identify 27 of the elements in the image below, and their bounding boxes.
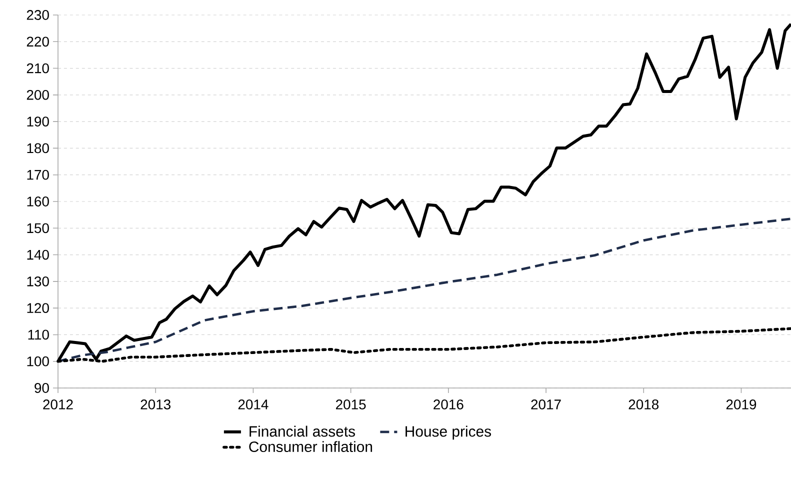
y-tick-label: 90 [34,383,49,393]
x-tick-label: 2017 [531,400,561,410]
x-tick-label: 2018 [628,400,659,410]
y-tick-label: 180 [27,143,49,154]
x-tick-label: 2012 [43,400,73,410]
y-tick-label: 130 [27,276,49,286]
legend-label: Consumer inflation [249,441,372,452]
legend-label: Financial assets [250,426,355,437]
y-tick-label: 190 [27,116,49,127]
y-tick-label: 220 [26,36,49,47]
y-tick-label: 170 [27,170,49,180]
x-tick-label: 2016 [434,400,464,410]
y-tick-label: 140 [27,250,49,260]
y-tick-label: 200 [26,90,49,100]
x-tick-label: 2019 [726,400,756,410]
legend-label: House prices [406,426,492,440]
y-tick-label: 150 [27,223,49,234]
x-tick-label: 2015 [336,400,366,410]
line-series [56,218,791,363]
y-tick-label: 100 [27,356,49,366]
y-tick-label: 230 [26,10,49,20]
y-tick-label: 160 [27,196,49,206]
y-tick-label: 120 [27,303,49,314]
y-tick-label: 110 [28,330,49,340]
x-tick-label: 2014 [238,400,268,410]
y-tick-label: 210 [26,63,49,74]
x-tick-label: 2013 [140,400,170,410]
